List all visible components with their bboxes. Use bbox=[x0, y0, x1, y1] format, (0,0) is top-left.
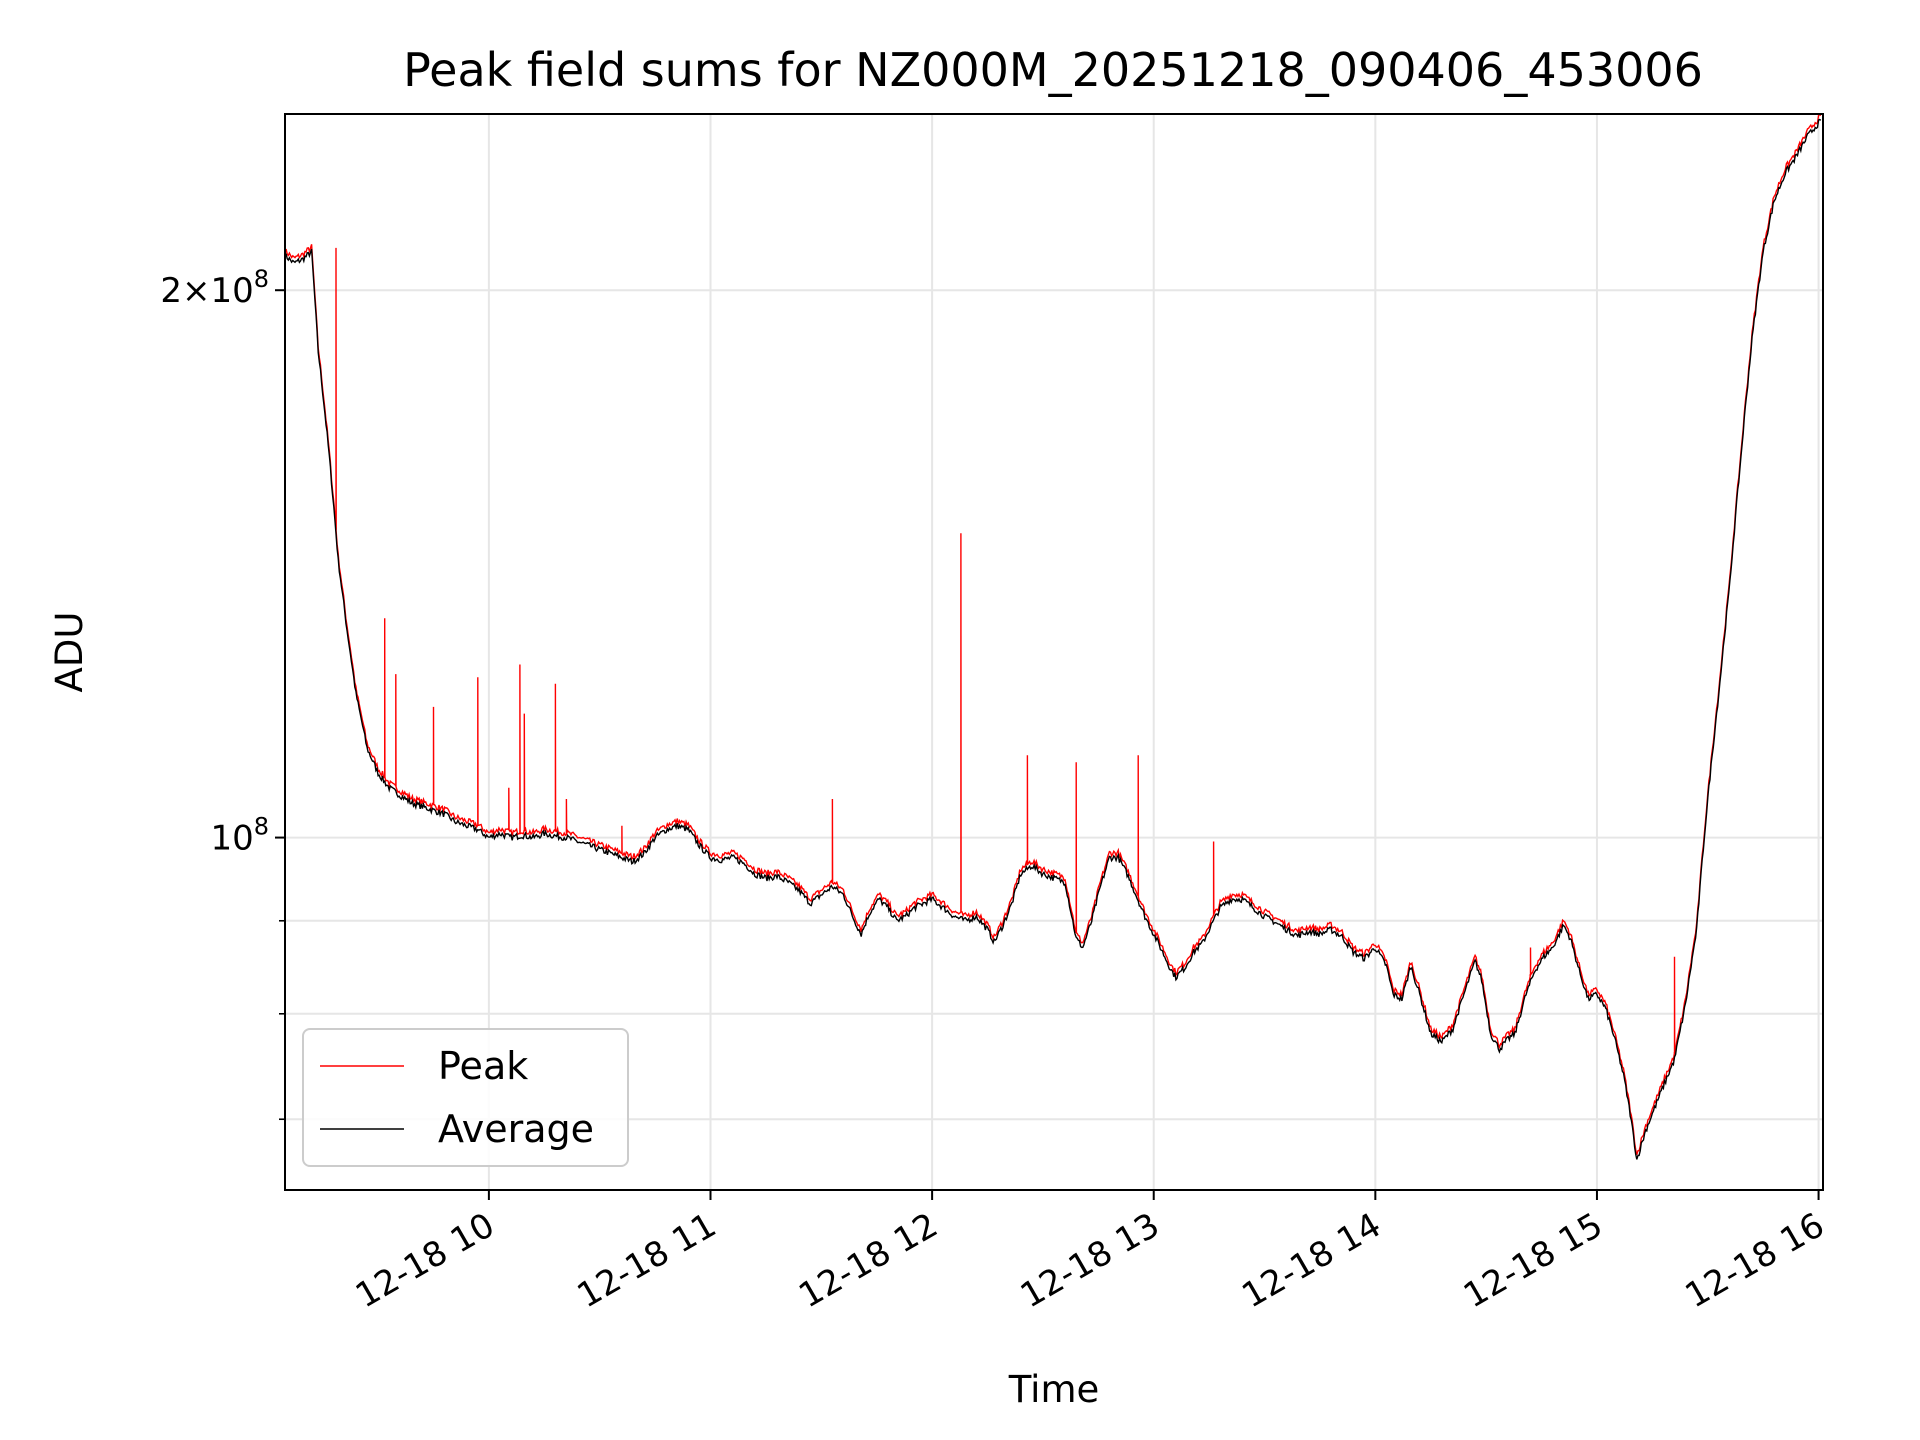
plot-frame bbox=[284, 113, 1824, 1191]
y-tick-label: 2×108 bbox=[160, 265, 269, 311]
series-line-peak bbox=[284, 114, 1822, 1155]
series-line-average bbox=[284, 118, 1822, 1160]
y-tick-label: 108 bbox=[210, 813, 269, 859]
legend-label-average: Average bbox=[438, 1107, 594, 1151]
chart-title: Peak field sums for NZ000M_20251218_0904… bbox=[403, 43, 1703, 97]
legend-box bbox=[302, 1028, 629, 1167]
grid-lines bbox=[285, 114, 1823, 1190]
legend: Peak Average bbox=[302, 1028, 629, 1167]
x-axis-label: Time bbox=[1008, 1368, 1100, 1411]
series-layer bbox=[284, 114, 1822, 1160]
y-axis-label: ADU bbox=[48, 612, 91, 693]
legend-label-peak: Peak bbox=[438, 1044, 528, 1088]
